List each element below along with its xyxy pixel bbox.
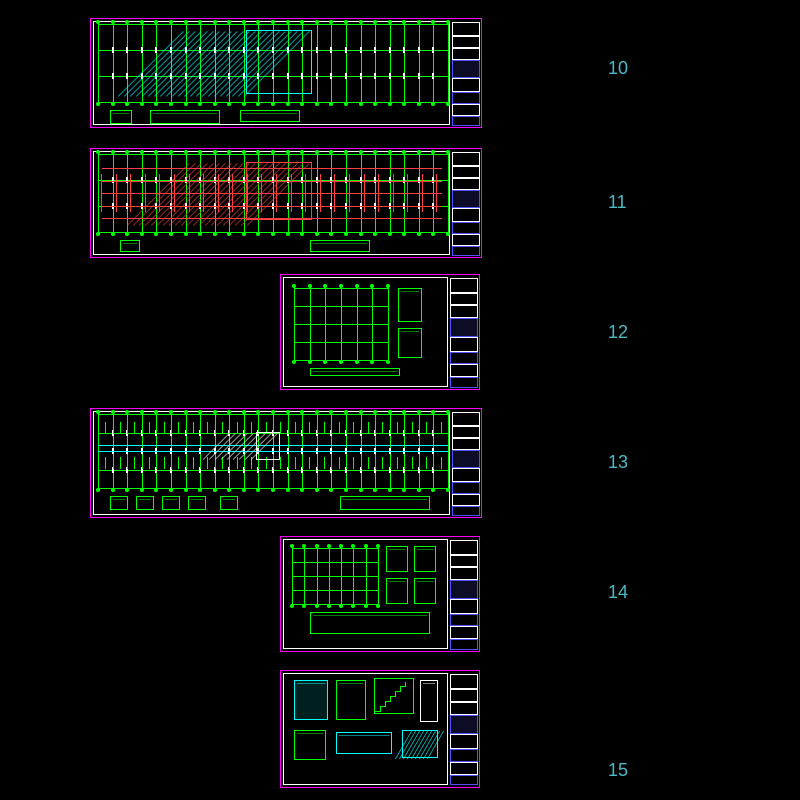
detail-box <box>162 496 180 510</box>
thumb-13[interactable] <box>90 408 482 518</box>
detail-box <box>188 496 206 510</box>
detail-box <box>386 578 408 604</box>
hatch-zone <box>246 30 312 94</box>
hatch-zone <box>246 162 312 220</box>
thumb-10[interactable] <box>90 18 482 128</box>
page-number: 15 <box>608 760 628 781</box>
detail-box <box>136 496 154 510</box>
detail-box <box>402 730 438 758</box>
detail-box <box>294 730 326 760</box>
detail-box <box>220 496 238 510</box>
page-number: 14 <box>608 582 628 603</box>
hatch-zone <box>256 432 280 460</box>
thumb-15[interactable] <box>280 670 480 788</box>
detail-box <box>340 496 430 510</box>
detail-box <box>414 546 436 572</box>
title-block <box>450 540 478 648</box>
detail-box <box>120 240 140 252</box>
title-block <box>452 22 480 124</box>
detail-box <box>398 328 422 358</box>
thumb-11[interactable] <box>90 148 482 258</box>
detail-box <box>310 612 430 634</box>
detail-box <box>386 546 408 572</box>
title-block <box>452 412 480 514</box>
page-number: 10 <box>608 58 628 79</box>
page-number: 13 <box>608 452 628 473</box>
title-block <box>452 152 480 254</box>
detail-box <box>336 732 392 754</box>
detail-box <box>414 578 436 604</box>
detail-box <box>420 680 438 722</box>
detail-box <box>110 496 128 510</box>
detail-box <box>150 110 220 124</box>
detail-box <box>240 110 300 122</box>
detail-box <box>310 368 400 376</box>
detail-box <box>310 240 370 252</box>
title-block <box>450 674 478 784</box>
detail-box <box>110 110 132 124</box>
thumb-12[interactable] <box>280 274 480 390</box>
detail-box <box>374 678 414 714</box>
detail-box <box>336 680 366 720</box>
thumb-14[interactable] <box>280 536 480 652</box>
detail-box <box>398 288 422 322</box>
detail-box <box>294 680 328 720</box>
title-block <box>450 278 478 386</box>
page-number: 11 <box>608 192 627 213</box>
page-number: 12 <box>608 322 628 343</box>
